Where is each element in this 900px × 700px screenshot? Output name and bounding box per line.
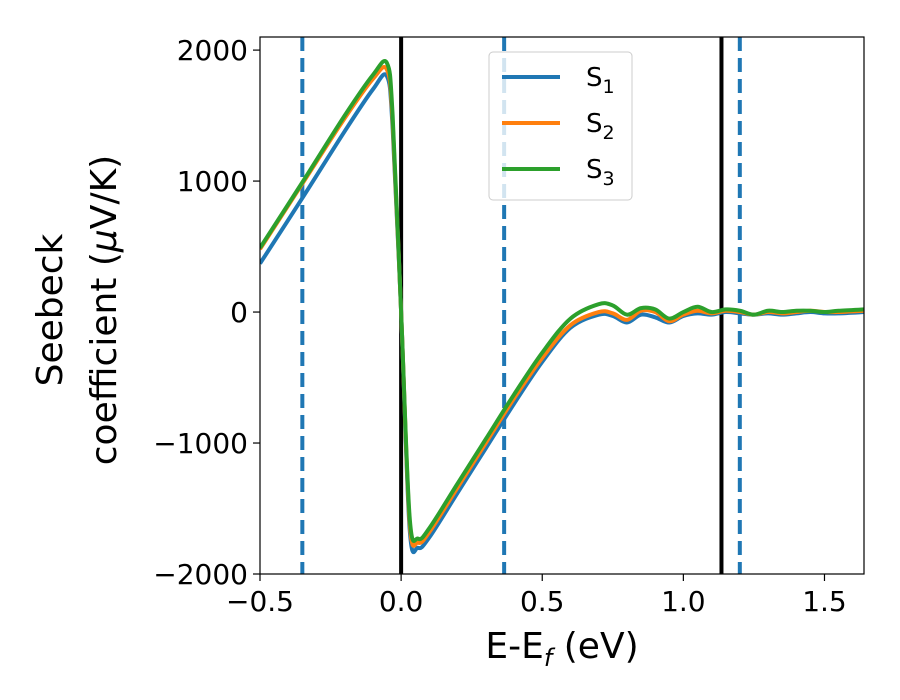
y-axis-label-line1: Seebeck xyxy=(30,233,71,386)
x-tick-label: 1.5 xyxy=(802,585,847,618)
y-axis-label-line2: coefficient (μV/K) xyxy=(84,155,125,465)
legend-label-S3: S3 xyxy=(586,155,615,190)
x-tick-label: −0.5 xyxy=(226,585,294,618)
series-line-S3 xyxy=(260,58,864,543)
y-tick-label: 2000 xyxy=(177,34,248,67)
y-tick-label: 0 xyxy=(230,296,248,329)
y-tick-label: −1000 xyxy=(153,427,248,460)
x-tick-label: 0.0 xyxy=(379,585,424,618)
y-axis-label: Seebeck coefficient (μV/K) xyxy=(30,155,125,465)
legend-label-S2: S2 xyxy=(586,109,615,144)
legend: S1 S2 S3 xyxy=(488,51,633,201)
x-axis-ticks: −0.5 0.0 0.5 1.0 1.5 xyxy=(226,574,847,618)
x-tick-label: 1.0 xyxy=(661,585,706,618)
y-tick-label: 1000 xyxy=(177,165,248,198)
legend-label-S1: S1 xyxy=(586,63,615,98)
legend-box xyxy=(488,51,633,201)
y-axis-ticks: −2000 −1000 0 1000 2000 xyxy=(153,34,260,591)
plot-frame xyxy=(259,36,865,575)
x-axis-label: E-Ef (eV) xyxy=(485,626,638,672)
series-lines xyxy=(260,58,864,555)
y-tick-label: −2000 xyxy=(153,558,248,591)
x-tick-label: 0.5 xyxy=(520,585,565,618)
